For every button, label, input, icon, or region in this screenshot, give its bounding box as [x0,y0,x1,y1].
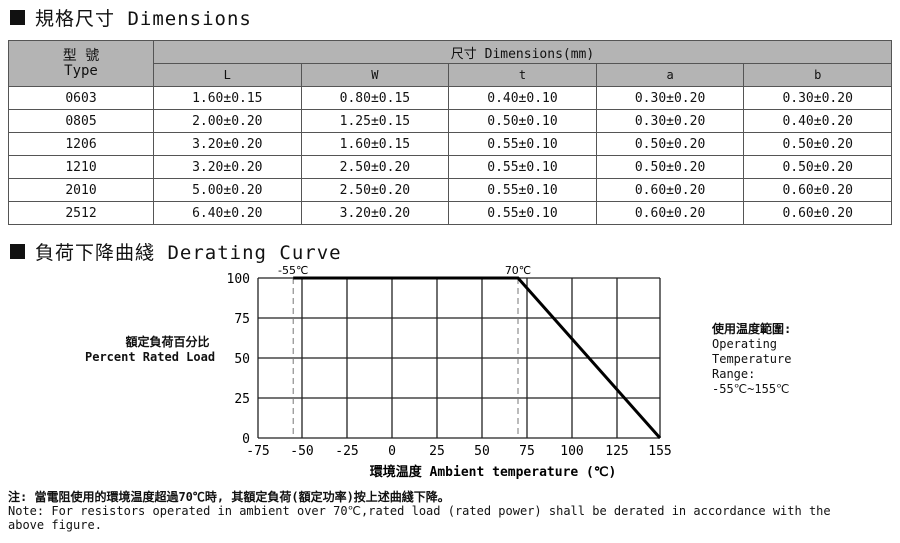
dimension-cell: 0.50±0.20 [743,155,892,179]
type-cell: 0805 [8,109,154,133]
column-header-W: W [300,63,450,87]
note-en1: Note: For resistors operated in ambient … [8,504,831,518]
dimension-cell: 2.50±0.20 [300,155,450,179]
range-en3: Range: [712,367,756,381]
y-tick-label: 25 [234,392,250,407]
dimension-cell: 3.20±0.20 [153,155,302,179]
x-axis-label: 環境温度 Ambient temperature (℃) [370,464,617,480]
dimension-cell: 2.00±0.20 [153,109,302,133]
square-bullet-icon [10,10,25,25]
x-tick-label: -75 [246,444,269,459]
note: 注: 當電阻使用的環境温度超過70℃時, 其額定負荷(額定功率)按上述曲綫下降。… [8,490,831,532]
table-row: 2512 6.40±0.20 3.20±0.20 0.55±0.10 0.60±0.20… [8,201,892,225]
dimension-cell: 0.50±0.20 [743,132,892,156]
dimension-cell: 0.30±0.20 [595,86,745,110]
column-header-L: L [153,63,302,87]
type-cell: 1206 [8,132,154,156]
x-tick-label: 50 [474,444,490,459]
dimension-cell: 1.60±0.15 [153,86,302,110]
x-tick-label: 155 [648,444,671,459]
dimension-cell: 2.50±0.20 [300,178,450,202]
type-header-en: Type [64,62,98,79]
range-value: -55℃~155℃ [712,382,790,396]
dimensions-heading: 規格尺寸 Dimensions [10,4,252,31]
y-label-cn: 額定負荷百分比 [125,335,210,349]
dimension-cell: 0.50±0.10 [448,109,597,133]
range-en1: Operating [712,337,778,351]
table-row: 2010 5.00±0.20 2.50±0.20 0.55±0.10 0.60±0.20… [8,178,892,202]
dimension-cell: 0.30±0.20 [595,109,745,133]
dimension-cell: 0.50±0.20 [595,132,745,156]
y-label-en: Percent Rated Load [85,350,216,364]
note-en2: above figure. [8,518,102,532]
type-cell: 0603 [8,86,154,110]
derating-title: 負荷下降曲綫 Derating Curve [35,242,342,264]
dimension-cell: 1.25±0.15 [300,109,450,133]
dimensions-title: 規格尺寸 Dimensions [35,8,252,30]
dimension-cell: 0.80±0.15 [300,86,450,110]
type-header: 型 號 Type [8,40,154,87]
column-header-a: a [595,63,745,87]
dimension-cell: 0.55±0.10 [448,155,597,179]
dimension-cell: 0.30±0.20 [743,86,892,110]
x-tick-label: -50 [290,444,313,459]
y-axis-label: 額定負荷百分比 Percent Rated Load [85,335,215,365]
annotation-label: 70℃ [505,264,531,277]
column-header-t: t [448,63,597,87]
y-tick-label: 50 [234,352,250,367]
x-tick-label: 125 [605,444,628,459]
derating-chart: -75 -50 -25 0 25 50 75 100 125 155 0 25 50 75 100 -55℃ 7… [227,264,672,480]
type-cell: 2010 [8,178,154,202]
dimension-cell: 3.20±0.20 [153,132,302,156]
range-cn: 使用温度範圍: [712,322,792,336]
y-tick-label: 0 [242,432,250,447]
column-header-b: b [743,63,892,87]
y-tick-label: 100 [227,272,250,287]
annotation-label: -55℃ [278,264,308,277]
x-tick-label: -25 [335,444,358,459]
dimension-cell: 0.40±0.20 [743,109,892,133]
dimension-cell: 0.60±0.20 [595,178,745,202]
range-en2: Temperature [712,352,792,366]
type-cell: 2512 [8,201,154,225]
square-bullet-icon [10,244,25,259]
dimension-cell: 0.40±0.10 [448,86,597,110]
dimension-cell: 3.20±0.20 [300,201,450,225]
dimension-cell: 5.00±0.20 [153,178,302,202]
x-tick-label: 100 [560,444,583,459]
dimension-cell: 0.60±0.20 [743,178,892,202]
dimension-cell: 0.50±0.20 [595,155,745,179]
type-cell: 1210 [8,155,154,179]
x-tick-label: 25 [429,444,445,459]
dimensions-header: 尺寸 Dimensions(mm) [153,40,892,64]
dimension-cell: 0.55±0.10 [448,132,597,156]
dimension-cell: 0.60±0.20 [595,201,745,225]
dimension-cell: 0.55±0.10 [448,201,597,225]
table-row: 0805 2.00±0.20 1.25±0.15 0.50±0.10 0.30±0.20… [8,109,892,133]
y-tick-label: 75 [234,312,250,327]
x-tick-label: 0 [388,444,396,459]
dimension-cell: 1.60±0.15 [300,132,450,156]
derating-curve [293,276,662,439]
table-row: 1206 3.20±0.20 1.60±0.15 0.55±0.10 0.50±0.20… [8,132,892,156]
dimension-cell: 0.60±0.20 [743,201,892,225]
dimension-cell: 0.55±0.10 [448,178,597,202]
operating-range: 使用温度範圍: Operating Temperature Range: -55℃~15… [712,322,791,397]
table-row: 0603 1.60±0.15 0.80±0.15 0.40±0.10 0.30±0.20… [8,86,892,110]
note-cn: 注: 當電阻使用的環境温度超過70℃時, 其額定負荷(額定功率)按上述曲綫下降。 [8,490,450,504]
table-row: 1210 3.20±0.20 2.50±0.20 0.55±0.10 0.50±0.20… [8,155,892,179]
x-tick-label: 75 [519,444,535,459]
derating-heading: 負荷下降曲綫 Derating Curve [10,238,342,265]
dimension-cell: 6.40±0.20 [153,201,302,225]
type-header-cn: 型 號 [62,47,100,64]
